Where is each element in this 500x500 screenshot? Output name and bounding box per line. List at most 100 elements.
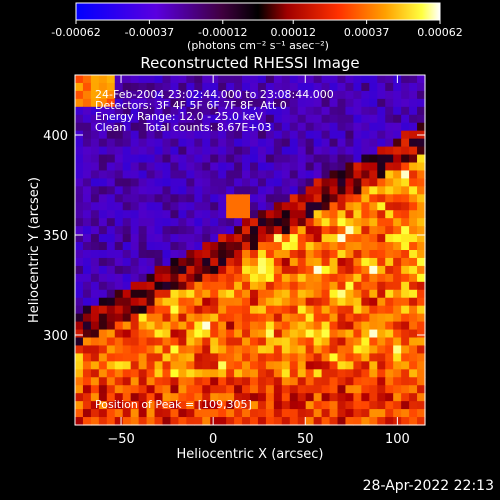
heatmap-cell xyxy=(178,337,187,347)
heatmap-cell xyxy=(385,257,394,267)
heatmap-cell xyxy=(75,361,84,370)
heatmap-cell xyxy=(281,162,291,172)
heatmap-cell xyxy=(377,273,386,283)
heatmap-cell xyxy=(297,98,307,108)
heatmap-cell xyxy=(234,194,243,203)
heatmap-cell xyxy=(250,401,259,410)
heatmap-cell xyxy=(242,377,251,386)
heatmap-cell xyxy=(194,361,203,370)
heatmap-cell xyxy=(250,257,259,267)
heatmap-cell xyxy=(98,138,108,148)
heatmap-cell xyxy=(289,361,299,370)
heatmap-cell xyxy=(202,297,211,307)
heatmap-cell xyxy=(273,202,283,211)
heatmap-cell xyxy=(162,162,172,172)
heatmap-cell xyxy=(170,257,179,267)
heatmap-cell xyxy=(345,353,354,362)
heatmap-cell xyxy=(369,170,378,179)
heatmap-cell xyxy=(226,297,235,307)
heatmap-cell xyxy=(393,353,402,362)
heatmap-cell xyxy=(122,98,132,108)
heatmap-cell xyxy=(130,409,140,418)
heatmap-cell xyxy=(417,289,426,299)
heatmap-cell xyxy=(170,313,179,323)
heatmap-cell xyxy=(202,257,211,267)
heatmap-cell xyxy=(313,337,323,347)
heatmap-cell xyxy=(361,345,370,354)
heatmap-cell xyxy=(162,170,172,179)
heatmap-cell xyxy=(345,242,354,251)
heatmap-cell xyxy=(138,210,148,219)
heatmap-cell xyxy=(393,122,402,132)
heatmap-cell xyxy=(75,273,84,283)
heatmap-cell xyxy=(313,146,323,156)
heatmap-cell xyxy=(353,138,362,148)
heatmap-cell xyxy=(329,385,339,394)
heatmap-cell xyxy=(345,273,354,283)
heatmap-cell xyxy=(98,82,108,92)
heatmap-cell xyxy=(377,90,386,100)
heatmap-cell xyxy=(114,90,124,100)
heatmap-cell xyxy=(250,194,259,203)
heatmap-cell xyxy=(313,234,323,243)
heatmap-cell xyxy=(409,273,418,283)
heatmap-cell xyxy=(202,106,211,116)
heatmap-cell xyxy=(289,393,299,402)
heatmap-cell xyxy=(385,226,394,235)
heatmap-cell xyxy=(337,75,347,84)
heatmap-cell xyxy=(162,75,172,84)
heatmap-cell xyxy=(226,257,235,267)
heatmap-cell xyxy=(210,186,219,195)
heatmap-cell xyxy=(385,369,394,378)
heatmap-cell xyxy=(106,218,116,227)
heatmap-cell xyxy=(178,329,187,339)
heatmap-cell xyxy=(353,361,362,370)
heatmap-cell xyxy=(130,257,140,267)
heatmap-cell xyxy=(265,178,275,187)
heatmap-cell xyxy=(297,337,307,347)
heatmap-cell xyxy=(297,90,307,100)
heatmap-cell xyxy=(178,273,187,283)
heatmap-cell xyxy=(186,75,195,84)
heatmap-cell xyxy=(337,409,347,418)
heatmap-cell xyxy=(385,313,394,323)
heatmap-cell xyxy=(281,82,291,92)
heatmap-cell xyxy=(218,130,227,140)
heatmap-cell xyxy=(337,313,347,323)
heatmap-cell xyxy=(178,154,187,164)
heatmap-cell xyxy=(401,250,410,259)
heatmap-cell xyxy=(226,130,235,140)
heatmap-cell xyxy=(114,186,124,195)
heatmap-cell xyxy=(337,170,347,179)
heatmap-cell xyxy=(234,385,243,394)
heatmap-cell xyxy=(146,361,156,370)
heatmap-cell xyxy=(345,186,354,195)
heatmap-cell xyxy=(242,226,251,235)
heatmap-cell xyxy=(265,385,275,394)
heatmap-cell xyxy=(106,170,116,179)
heatmap-cell xyxy=(313,98,323,108)
heatmap-cell xyxy=(281,226,291,235)
heatmap-cell xyxy=(186,162,195,172)
heatmap-cell xyxy=(194,98,203,108)
heatmap-cell xyxy=(138,321,148,331)
heatmap-cell xyxy=(313,75,323,84)
heatmap-cell xyxy=(361,234,370,243)
heatmap-cell xyxy=(377,265,386,275)
heatmap-cell xyxy=(114,218,124,227)
heatmap-cell xyxy=(234,138,243,148)
heatmap-cell xyxy=(393,409,402,418)
heatmap-cell xyxy=(234,305,243,315)
heatmap-cell xyxy=(242,265,251,275)
heatmap-cell xyxy=(393,114,402,124)
heatmap-cell xyxy=(154,305,164,315)
heatmap-cell xyxy=(281,122,291,132)
heatmap-cell xyxy=(170,401,179,410)
heatmap-cell xyxy=(162,82,172,92)
heatmap-cell xyxy=(393,297,402,307)
heatmap-cell xyxy=(122,337,132,347)
heatmap-cell xyxy=(369,98,378,108)
heatmap-cell xyxy=(265,234,275,243)
heatmap-cell xyxy=(409,186,418,195)
heatmap-cell xyxy=(154,234,164,243)
